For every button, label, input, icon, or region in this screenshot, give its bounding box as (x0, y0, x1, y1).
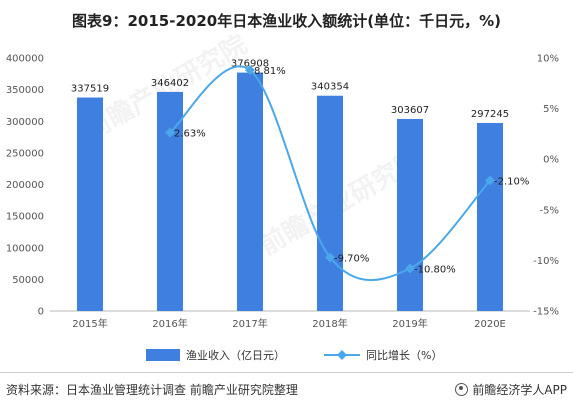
y-right-tick-label: 5% (543, 104, 559, 115)
y-left-tick-label: 250000 (6, 148, 44, 159)
bar (397, 118, 423, 312)
legend-label-line: 同比增长（%） (366, 348, 442, 362)
line-point-marker (405, 263, 415, 274)
bar-value-label: 340354 (311, 82, 349, 93)
x-tick-label: 2016年 (152, 317, 187, 330)
legend-marker-line (337, 350, 347, 360)
legend: 渔业收入（亿日元） 同比增长（%） (146, 348, 442, 362)
y-left-tick-label: 150000 (6, 212, 44, 223)
bar-value-label: 303607 (391, 105, 429, 116)
bar (157, 91, 183, 312)
growth-line (169, 65, 491, 282)
chart: 前瞻产业研究院前瞻产业研究院 0500001000001500002000002… (6, 29, 559, 362)
y-right-tick-label: -15% (533, 307, 559, 318)
y-left-tick-label: 50000 (12, 275, 44, 286)
source-note: 资料来源：日本渔业管理统计调查 前瞻产业研究院整理 (6, 383, 298, 397)
line-point-marker (485, 175, 495, 186)
footer-divider (0, 372, 573, 373)
y-left-tick-label: 0 (38, 307, 44, 318)
line-value-label: 8.81% (254, 66, 286, 77)
bar (237, 72, 263, 312)
x-tick-label: 2017年 (232, 317, 267, 330)
bar (317, 95, 343, 311)
bar-value-label: 376908 (231, 59, 269, 70)
line-value-label: 2.63% (174, 129, 206, 140)
y-right-tick-label: -10% (533, 256, 559, 267)
brand-name: 前瞻经济学人APP (472, 383, 567, 397)
y-left-tick-label: 100000 (6, 243, 44, 254)
bar (77, 97, 103, 312)
y-left-tick-label: 350000 (6, 85, 44, 96)
legend-label-bar: 渔业收入（亿日元） (186, 348, 285, 362)
line-series: 2.63% 8.81% -9.70% -10.80% -2.10% (165, 65, 529, 282)
chart-title: 图表9：2015-2020年日本渔业收入额统计(单位：千日元，%) (72, 12, 501, 30)
y-left-tick-label: 200000 (6, 180, 44, 191)
axes: 0 50000 100000 150000 200000 250000 300000 3500… (6, 54, 559, 331)
line-value-label: -2.10% (494, 176, 529, 187)
y-right-tick-label: 0% (543, 155, 559, 166)
line-point-marker (165, 127, 175, 138)
bar-value-label: 346402 (151, 78, 189, 89)
line-point-marker (325, 252, 335, 263)
brand-credit: 前瞻经济学人APP (455, 381, 567, 398)
x-tick-label: 2019年 (392, 317, 427, 330)
bar-value-label: 337519 (71, 84, 109, 95)
x-tick-label: 2015年 (72, 317, 107, 330)
y-right-tick-label: -5% (540, 205, 559, 216)
brand-logo-icon (455, 383, 469, 396)
y-right-tick-label: 10% (537, 54, 559, 65)
legend-swatch-bar (146, 349, 180, 361)
line-point-marker (245, 65, 255, 75)
y-left-tick-label: 400000 (6, 54, 44, 65)
bar-series: 337519 346402 376908 340354 303607 297245 (71, 59, 509, 312)
y-left-tick-label: 300000 (6, 117, 44, 128)
line-value-label: -9.70% (334, 253, 369, 264)
bar-value-label: 297245 (471, 109, 509, 120)
x-tick-label: 2020E (474, 319, 506, 330)
x-tick-label: 2018年 (312, 317, 347, 330)
bar (477, 122, 503, 311)
line-value-label: -10.80% (414, 264, 456, 275)
